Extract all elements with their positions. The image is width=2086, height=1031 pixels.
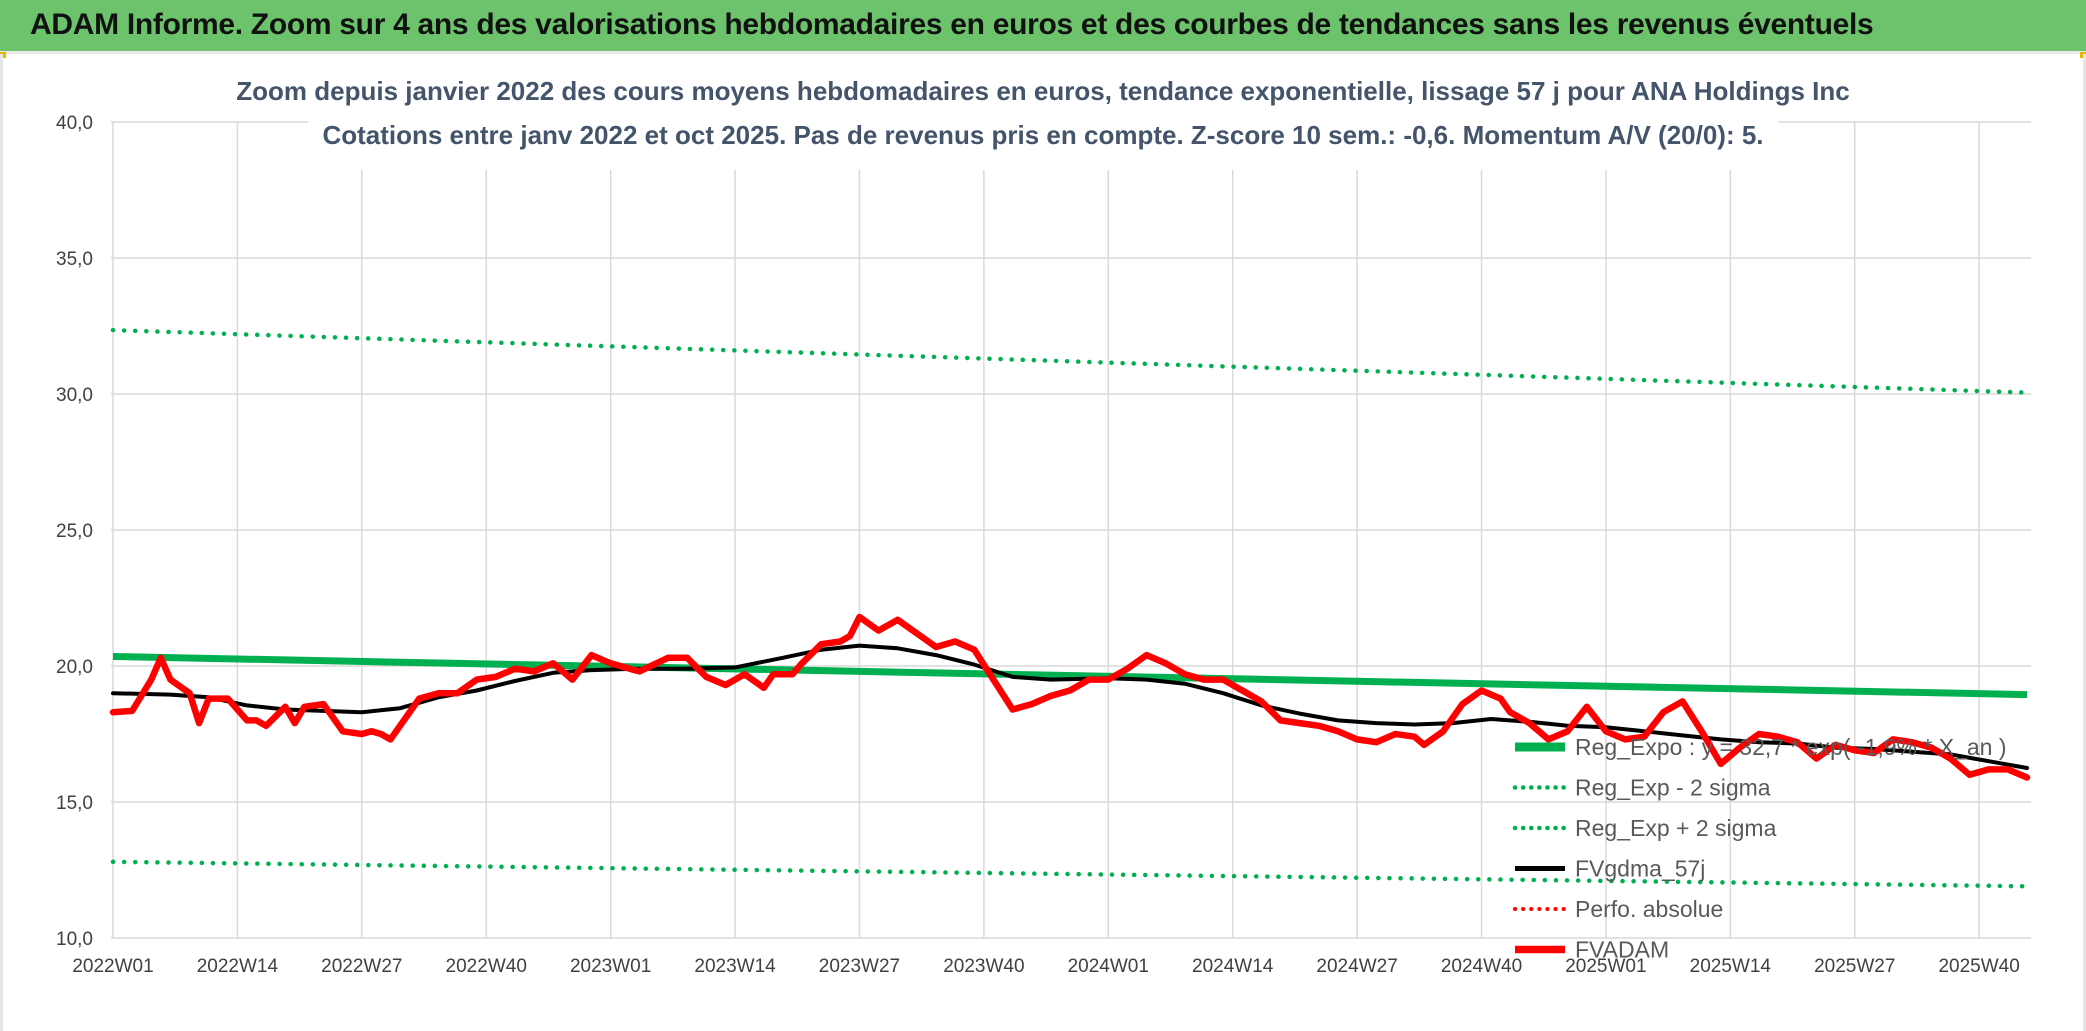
chart-title: Zoom depuis janvier 2022 des cours moyen…: [236, 76, 1849, 106]
banner-corner-left: [0, 52, 6, 58]
legend-label: FVADAM: [1575, 937, 1669, 963]
title-background: [308, 62, 1778, 170]
line-chart: 10,0 15,0 20,0 25,0 30,0 35,0 40,0 2022W01 2022W…: [56, 62, 2031, 977]
x-tick-label: 2025W14: [1690, 956, 1772, 977]
x-tick-label: 2023W01: [570, 956, 651, 977]
x-tick-label: 2025W27: [1814, 956, 1895, 977]
legend-label: Reg_Exp + 2 sigma: [1575, 815, 1777, 841]
y-tick-label: 15,0: [56, 793, 93, 814]
trend-line: [112, 653, 2028, 699]
legend: Reg_Expo : y = 32,7 * exp( -1,9% * X_an …: [1512, 734, 2007, 963]
y-tick-label: 35,0: [56, 249, 93, 270]
y-tick-label: 40,0: [56, 113, 93, 134]
x-tick-label: 2024W14: [1192, 956, 1274, 977]
x-tick-label: 2024W01: [1068, 956, 1149, 977]
x-tick-label: 2024W27: [1316, 956, 1397, 977]
x-tick-label: 2022W01: [72, 956, 153, 977]
price-line: [109, 613, 2031, 781]
x-tick-label: 2022W14: [197, 956, 279, 977]
y-tick-label: 20,0: [56, 657, 93, 678]
legend-label: FVgdma_57j: [1575, 856, 1705, 882]
y-tick-label: 30,0: [56, 385, 93, 406]
x-tick-label: 2022W27: [321, 956, 402, 977]
y-tick-label: 10,0: [56, 929, 93, 950]
x-tick-label: 2025W40: [1938, 956, 2019, 977]
banner-title: ADAM Informe. Zoom sur 4 ans des valoris…: [30, 8, 1874, 41]
legend-label: Perfo. absolue: [1575, 896, 1723, 922]
x-tick-label: 2024W40: [1441, 956, 1522, 977]
ticks-layer: 10,0 15,0 20,0 25,0 30,0 35,0 40,0 2022W01 2022W…: [56, 113, 2020, 977]
x-tick-label: 2023W14: [694, 956, 776, 977]
x-tick-label: 2023W27: [819, 956, 900, 977]
title-layer: Zoom depuis janvier 2022 des cours moyen…: [236, 62, 1850, 170]
grid-layer: [111, 121, 2031, 939]
chart-subtitle: Cotations entre janv 2022 et oct 2025. P…: [322, 120, 1763, 150]
x-tick-label: 2025W01: [1565, 956, 1646, 977]
y-tick-label: 25,0: [56, 521, 93, 542]
legend-label: Reg_Exp - 2 sigma: [1575, 775, 1771, 801]
x-tick-label: 2022W40: [446, 956, 527, 977]
x-tick-label: 2023W40: [943, 956, 1024, 977]
upper-sigma-line: [110, 327, 2030, 395]
chart-area: 10,0 15,0 20,0 25,0 30,0 35,0 40,0 2022W01 2022W…: [0, 54, 2086, 1031]
lower-sigma-line: [110, 859, 2030, 889]
series-layer: [109, 327, 2031, 889]
legend-label: Reg_Expo : y = 32,7 * exp( -1,9% * X_an …: [1575, 734, 2007, 760]
chart-banner: ADAM Informe. Zoom sur 4 ans des valoris…: [0, 0, 2086, 54]
